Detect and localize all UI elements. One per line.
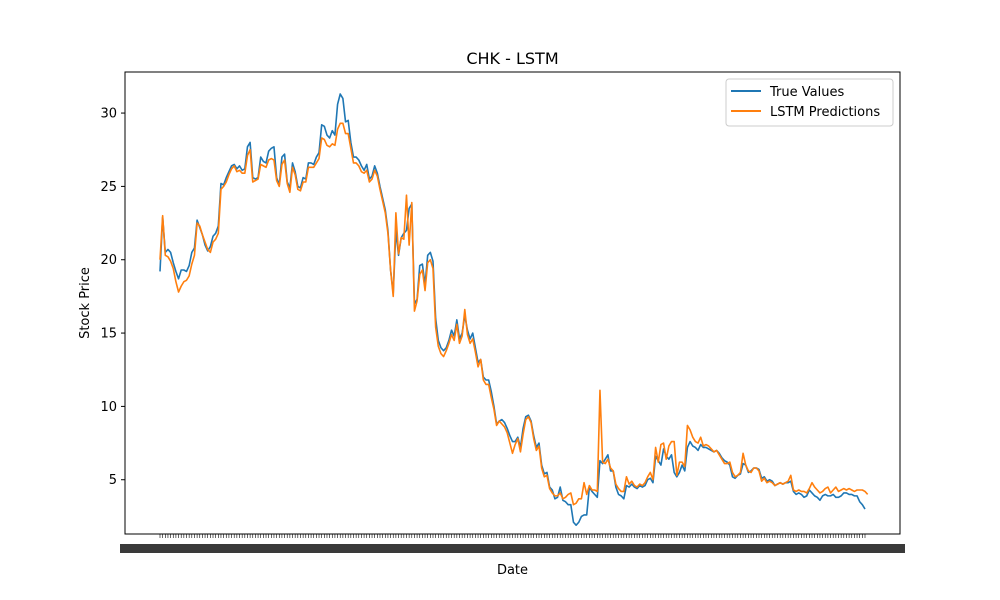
y-tick-label: 5 [109, 473, 117, 488]
chart-title: CHK - LSTM [466, 49, 558, 68]
y-tick-label: 25 [100, 180, 117, 195]
x-axis-label: Date [497, 563, 528, 578]
legend: True Values LSTM Predictions [725, 78, 894, 127]
legend-label-true-values: True Values [769, 85, 844, 100]
series-layer [159, 93, 869, 526]
legend-box [725, 78, 894, 127]
y-axis-label: Stock Price [78, 267, 93, 339]
series-line-lstm-predictions [159, 122, 869, 506]
y-tick-label: 10 [100, 400, 117, 415]
x-axis-ticks [120, 534, 905, 553]
plot-frame [124, 71, 901, 535]
y-tick-label: 20 [100, 253, 117, 268]
legend-label-lstm-predictions: LSTM Predictions [770, 105, 880, 120]
y-axis-ticks: 5 10 15 20 25 30 [100, 107, 125, 488]
x-tick-labels-overlap [120, 544, 905, 553]
y-tick-label: 15 [100, 327, 117, 342]
y-tick-label: 30 [100, 107, 117, 122]
